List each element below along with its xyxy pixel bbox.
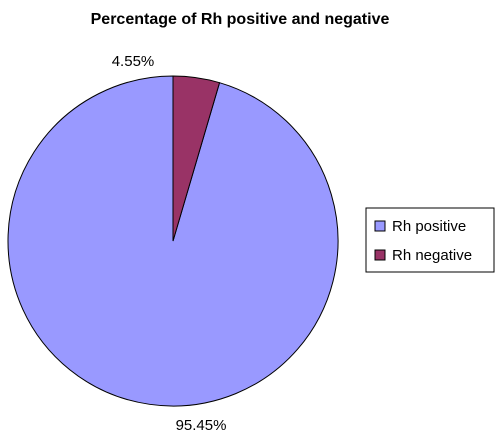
legend-swatch-rh-positive (374, 220, 386, 232)
data-label-rh-positive: 95.45% (176, 417, 227, 434)
legend-swatch-rh-negative (374, 249, 386, 261)
legend-label-rh-positive: Rh positive (392, 218, 466, 235)
pie-slices (7, 75, 339, 407)
pie-slice-rh-negative (172, 75, 221, 242)
legend-label-rh-negative: Rh negative (392, 247, 472, 264)
legend-frame (365, 207, 495, 273)
legend: Rh positive Rh negative (365, 207, 495, 273)
chart-title: Percentage of Rh positive and negative (91, 11, 390, 28)
data-label-rh-negative: 4.55% (112, 53, 155, 70)
pie-data-labels: 95.45% 4.55% (112, 53, 227, 434)
